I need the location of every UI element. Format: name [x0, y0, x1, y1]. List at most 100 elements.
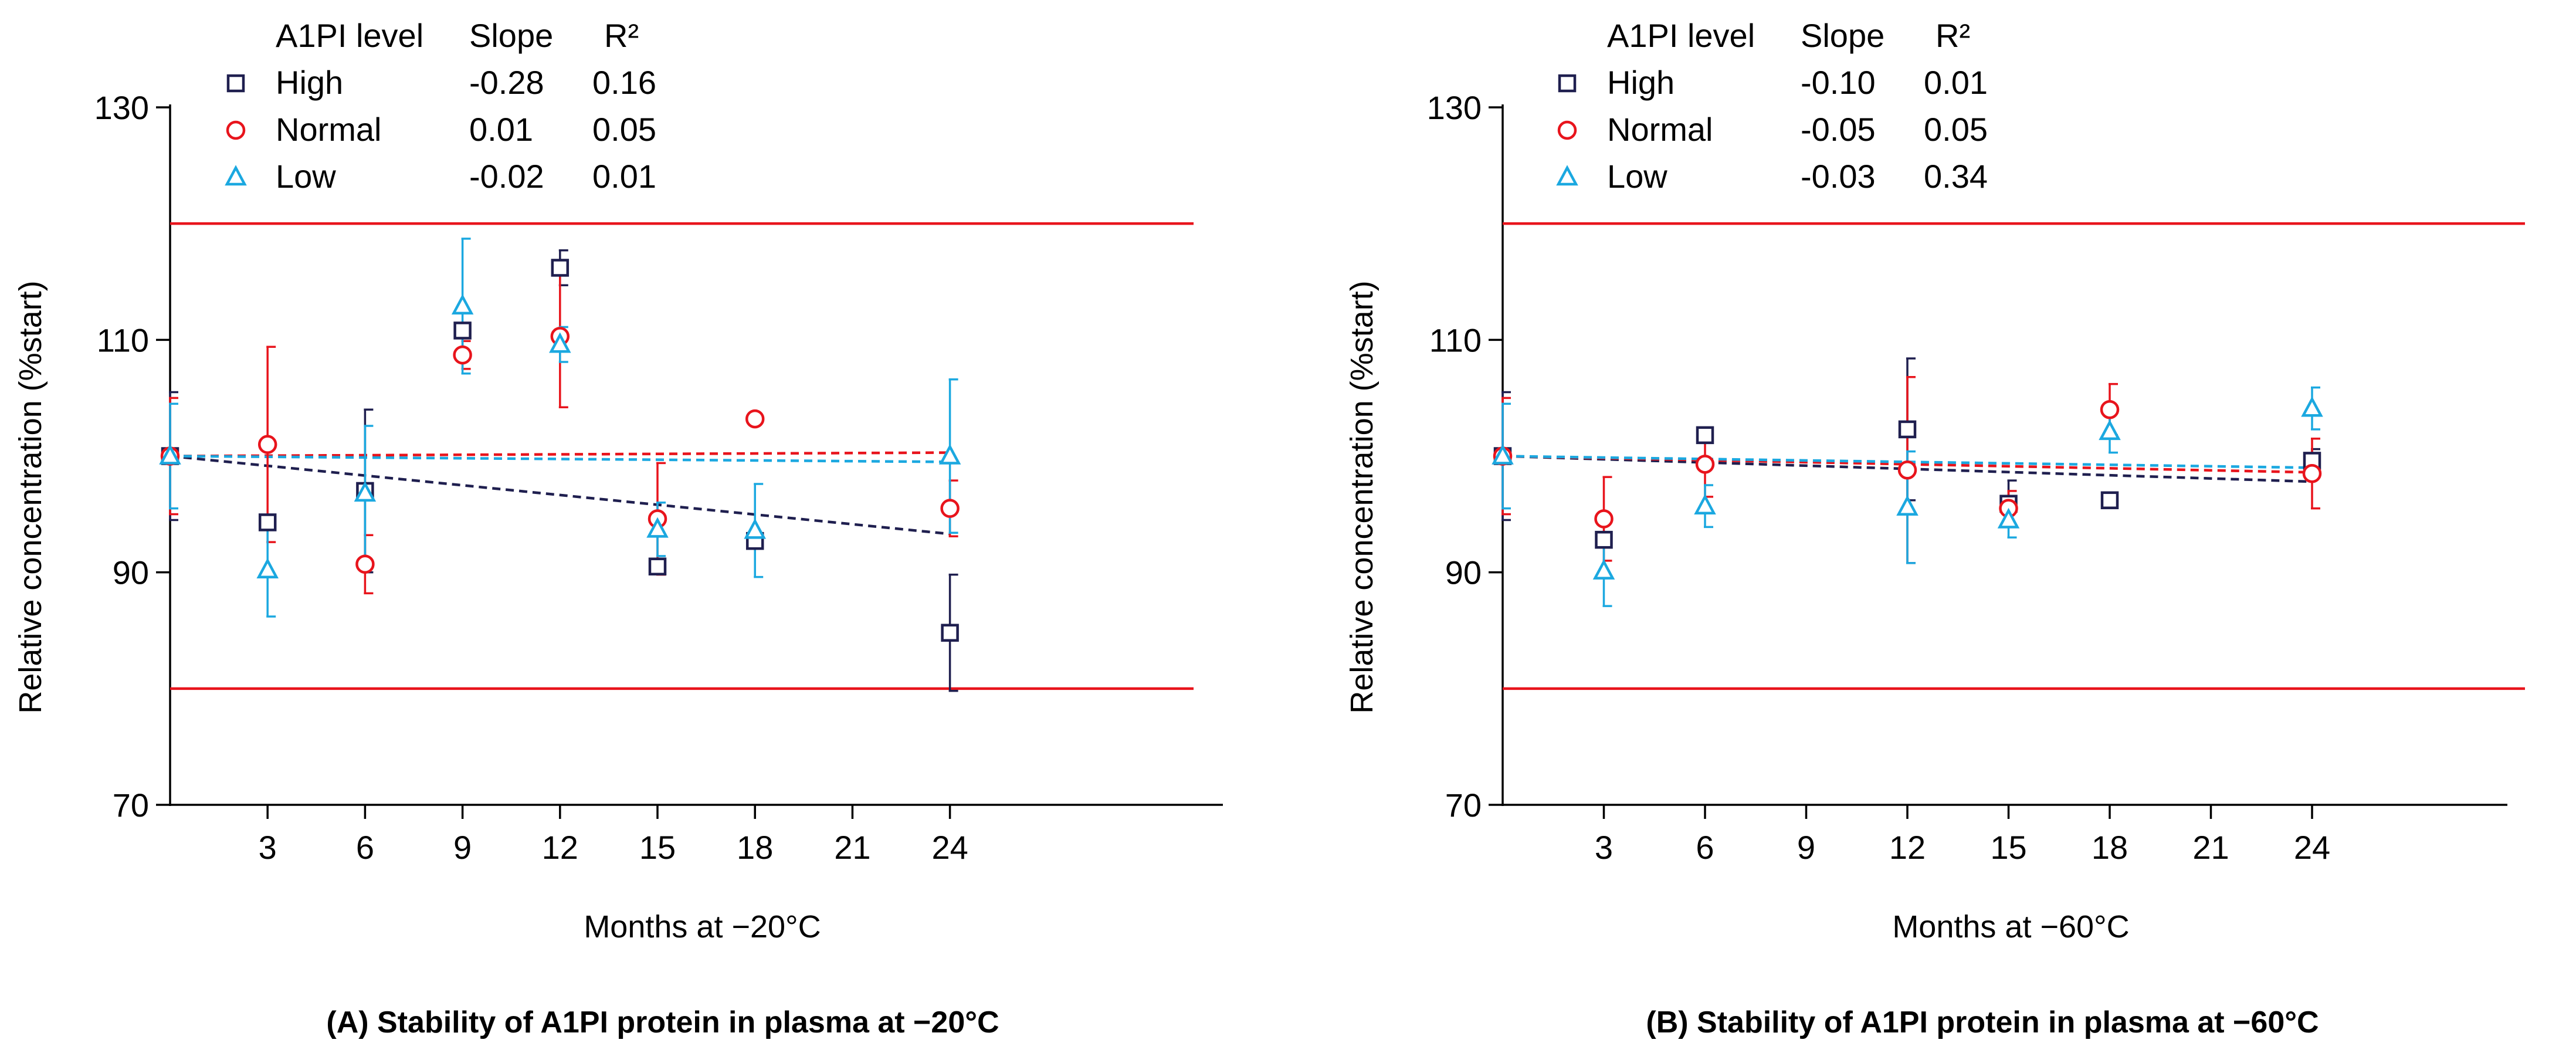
data-point-normal [1695, 455, 1715, 474]
data-point-low [256, 557, 279, 578]
legend-r2-high: 0.16 [592, 64, 656, 101]
panel-b: 70 90 110 130 3 6 9 12 15 18 21 24 Months at −60°C Re… [1344, 17, 2525, 1039]
x-tick-label: 6 [356, 829, 374, 866]
legend-header-r2: R² [604, 17, 639, 54]
panel-caption: (A) Stability of A1PI protein in plasma … [326, 1005, 999, 1039]
legend-marker-normal [226, 120, 246, 140]
data-point-low [646, 517, 669, 538]
data-point-low [1592, 558, 1615, 580]
data-point-low [1896, 495, 1919, 516]
data-point-high [1696, 426, 1714, 445]
data-point-normal [453, 345, 472, 365]
x-tick-label: 12 [1889, 829, 1926, 866]
data-point-high [1595, 530, 1613, 549]
legend-slope-high: -0.28 [469, 64, 544, 101]
data-point-high [941, 624, 959, 642]
legend-marker-low [1556, 165, 1578, 186]
legend-slope-high: -0.10 [1801, 64, 1876, 101]
legend-r2-normal: 0.05 [592, 111, 656, 148]
legend-marker-low [225, 165, 247, 186]
legend-header-level: A1PI level [276, 17, 423, 54]
legend-r2-low: 0.34 [1924, 158, 1988, 195]
data-point-high [258, 513, 277, 531]
data-point-low [1997, 507, 2020, 529]
legend-label-low: Low [1607, 158, 1667, 195]
data-point-low [354, 481, 377, 502]
trend-line-low [170, 455, 950, 463]
y-tick-label: 110 [97, 321, 149, 358]
trend-line-normal [170, 451, 950, 458]
x-tick-label: 21 [2192, 829, 2229, 866]
y-tick-label: 130 [94, 89, 149, 126]
data-point-high [1898, 420, 1917, 439]
x-tick-label: 24 [2294, 829, 2330, 866]
data-point-low [2099, 419, 2121, 441]
legend-header-level: A1PI level [1607, 17, 1755, 54]
data-point-low [938, 443, 961, 465]
legend-label-normal: Normal [276, 111, 381, 148]
data-point-normal [1897, 460, 1917, 480]
trend-line-high [170, 455, 950, 536]
legend-slope-normal: 0.01 [469, 111, 533, 148]
y-axis-title: Relative concentration (%start) [13, 280, 48, 713]
legend-header-slope: Slope [1801, 17, 1884, 54]
y-tick-label: 70 [1445, 787, 1482, 824]
legend-r2-low: 0.01 [592, 158, 656, 195]
legend-slope-low: -0.03 [1801, 158, 1876, 195]
legend-label-high: High [1607, 64, 1675, 101]
legend-label-low: Low [276, 158, 336, 195]
x-tick-label: 15 [639, 829, 676, 866]
y-tick-label: 90 [1445, 554, 1482, 591]
y-tick-label: 110 [1429, 321, 1482, 358]
x-tick-label: 12 [542, 829, 578, 866]
data-point-high [648, 557, 667, 576]
legend-marker-high [226, 74, 245, 93]
data-point-low [2301, 396, 2323, 417]
data-point-normal [2302, 463, 2322, 483]
x-tick-label: 24 [931, 829, 968, 866]
legend-label-high: High [276, 64, 343, 101]
x-tick-label: 3 [1595, 829, 1613, 866]
x-tick-label: 18 [2092, 829, 2128, 866]
data-point-normal [2100, 399, 2120, 419]
data-point-low [549, 332, 571, 353]
y-axis-title: Relative concentration (%start) [1344, 280, 1379, 713]
x-tick-label: 3 [259, 829, 277, 866]
data-point-high [453, 321, 472, 340]
data-point-high [2100, 491, 2119, 510]
data-point-low [451, 294, 474, 315]
data-point-low [744, 518, 766, 539]
legend-slope-normal: -0.05 [1801, 111, 1876, 148]
data-point-normal [1594, 509, 1614, 529]
data-point-normal [940, 499, 960, 518]
x-tick-label: 9 [1797, 829, 1815, 866]
data-point-normal [745, 409, 765, 429]
data-point-normal [257, 435, 277, 454]
data-point-normal [355, 554, 375, 574]
y-tick-label: 70 [113, 787, 149, 824]
legend-marker-normal [1557, 120, 1577, 140]
y-tick-label: 130 [1427, 89, 1482, 126]
data-point-low [1694, 493, 1716, 514]
x-tick-label: 18 [737, 829, 773, 866]
panel-caption: (B) Stability of A1PI protein in plasma … [1646, 1005, 2319, 1039]
x-tick-label: 15 [1990, 829, 2026, 866]
legend-label-normal: Normal [1607, 111, 1713, 148]
x-axis-title: Months at −60°C [1892, 909, 2129, 944]
x-axis-title: Months at −20°C [584, 909, 821, 944]
x-tick-label: 9 [453, 829, 472, 866]
data-point-low [159, 443, 181, 465]
panel-a: 70 90 110 130 3 6 9 12 15 18 21 24 Months at −20°C Re… [13, 17, 1223, 1039]
data-point-high [551, 259, 570, 277]
legend-slope-low: -0.02 [469, 158, 544, 195]
legend-r2-high: 0.01 [1924, 64, 1988, 101]
legend-marker-high [1558, 74, 1577, 93]
data-point-low [1492, 443, 1514, 465]
x-tick-label: 6 [1696, 829, 1714, 866]
legend-header-r2: R² [1936, 17, 1970, 54]
legend-r2-normal: 0.05 [1924, 111, 1988, 148]
legend-header-slope: Slope [469, 17, 553, 54]
y-tick-label: 90 [113, 554, 149, 591]
x-tick-label: 21 [834, 829, 870, 866]
